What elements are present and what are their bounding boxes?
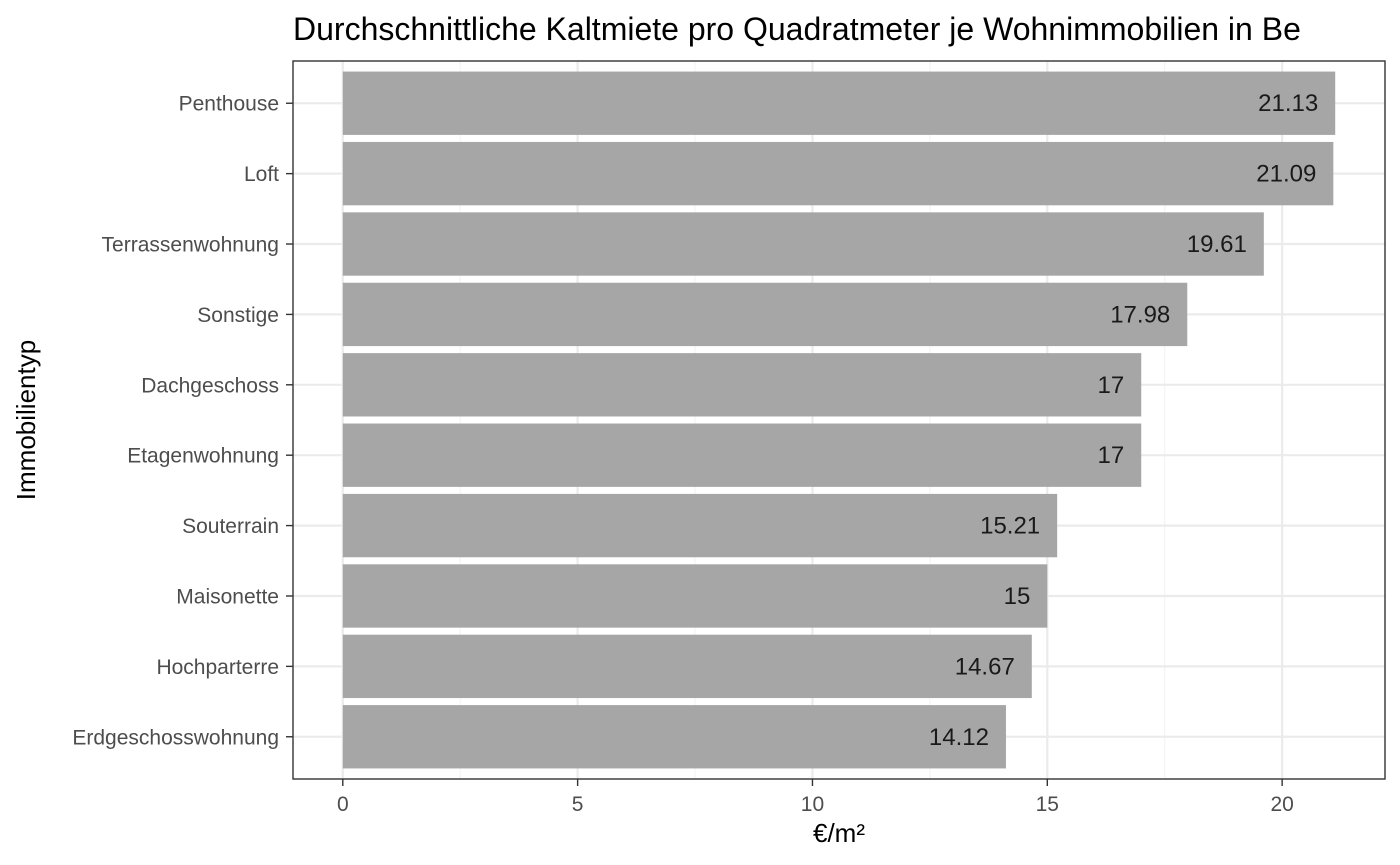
- data-label: 21.13: [1258, 90, 1318, 117]
- x-axis: 0 5 10 15 20: [337, 779, 1294, 816]
- bar: [342, 282, 1188, 347]
- y-tick-label: Dachgeschoss: [141, 374, 279, 397]
- y-axis: Penthouse Loft Terrassenwohnung Sonstige Dac…: [72, 93, 293, 749]
- bar: [342, 71, 1336, 135]
- bar: [342, 212, 1264, 276]
- y-tick-label: Souterrain: [182, 515, 279, 538]
- x-tick-label: 5: [572, 793, 584, 816]
- bar: [342, 423, 1142, 487]
- x-axis-title: €/m²: [813, 818, 865, 848]
- y-tick-label: Maisonette: [176, 585, 279, 608]
- y-axis-title: Immobilientyp: [11, 340, 41, 500]
- bar: [342, 564, 1048, 628]
- data-label: 17.98: [1110, 301, 1170, 328]
- data-label: 14.12: [929, 724, 989, 751]
- data-label: 19.61: [1187, 231, 1247, 258]
- data-label: 15.21: [980, 513, 1040, 540]
- bar: [342, 353, 1142, 417]
- bar: [342, 493, 1058, 558]
- data-label: 21.09: [1256, 161, 1316, 188]
- data-label: 17: [1098, 442, 1125, 469]
- y-tick-label: Etagenwohnung: [127, 445, 279, 468]
- bars: [342, 71, 1336, 769]
- chart-title: Durchschnittliche Kaltmiete pro Quadratm…: [293, 11, 1301, 47]
- y-tick-label: Sonstige: [197, 304, 279, 327]
- data-label: 14.67: [955, 653, 1015, 680]
- x-tick-label: 15: [1036, 793, 1059, 816]
- panel-border: [292, 60, 1386, 780]
- y-tick-label: Erdgeschosswohnung: [72, 726, 279, 749]
- bar: [342, 141, 1334, 206]
- x-tick-label: 10: [801, 793, 824, 816]
- data-labels: 21.13 21.09 19.61 17.98 17 17 15.21 15 14.67 14.1…: [929, 90, 1318, 751]
- y-tick-label: Hochparterre: [156, 656, 279, 679]
- y-tick-label: Loft: [244, 163, 279, 186]
- y-tick-label: Terrassenwohnung: [102, 234, 279, 257]
- data-label: 15: [1004, 583, 1031, 610]
- bar: [342, 705, 1006, 769]
- x-tick-label: 20: [1270, 793, 1293, 816]
- x-tick-label: 0: [337, 793, 349, 816]
- data-label: 17: [1098, 372, 1125, 399]
- bar: [342, 634, 1032, 699]
- y-tick-label: Penthouse: [179, 93, 279, 116]
